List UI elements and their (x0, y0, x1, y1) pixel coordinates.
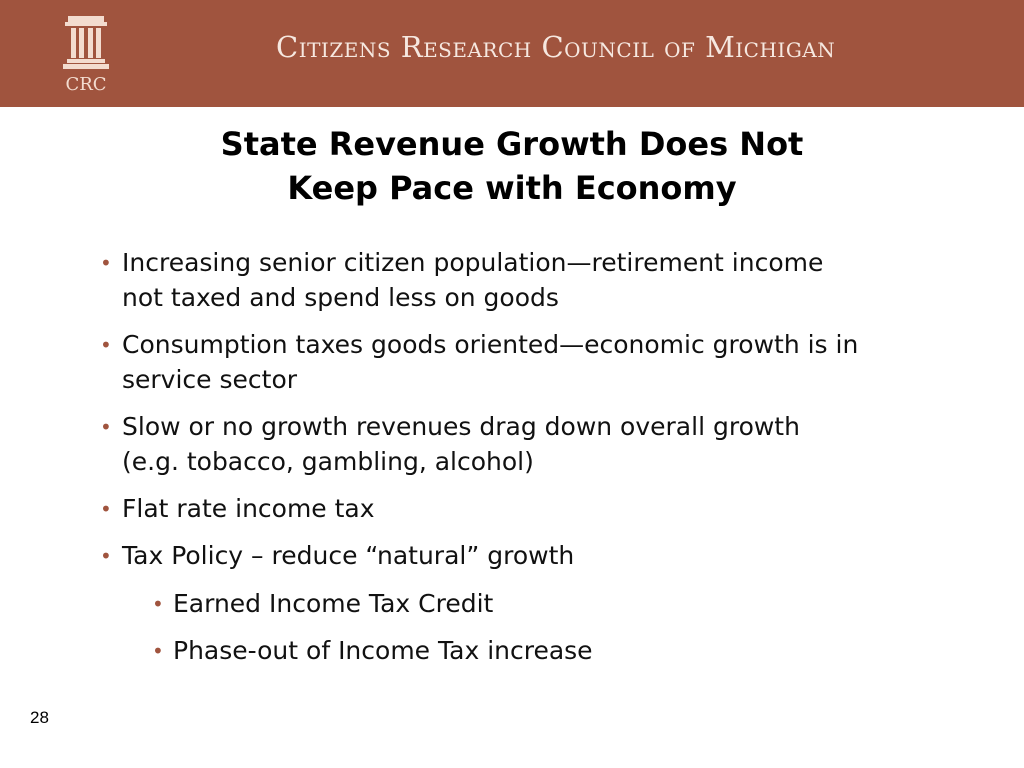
bullet-4-line-1: Flat rate income tax (122, 494, 375, 523)
bullet-dot: • (100, 415, 112, 439)
sub-bullet-dot: • (152, 592, 164, 616)
crc-logo: CRC (57, 12, 115, 100)
sub-bullet-2: Phase-out of Income Tax increase (173, 636, 593, 665)
bullet-dot: • (100, 544, 112, 568)
title-line-1: State Revenue Growth Does Not (220, 125, 804, 163)
column-building-icon (63, 16, 109, 69)
title-line-2: Keep Pace with Economy (287, 169, 737, 207)
bullet-5-line-1: Tax Policy – reduce “natural” growth (122, 541, 575, 570)
bullet-3-line-2: (e.g. tobacco, gambling, alcohol) (122, 447, 534, 476)
bullet-2-line-1: Consumption taxes goods oriented—economi… (122, 330, 859, 359)
organization-name: Citizens Research Council of Michigan (276, 30, 836, 64)
bullet-dot: • (100, 251, 112, 275)
header-banner: CRC Citizens Research Council of Michiga… (0, 0, 1024, 107)
bullet-dot: • (100, 333, 112, 357)
sub-bullet-1: Earned Income Tax Credit (173, 589, 494, 618)
bullet-3-line-1: Slow or no growth revenues drag down ove… (122, 412, 800, 441)
slide-title: State Revenue Growth Does Not Keep Pace … (0, 122, 1024, 210)
logo-text: CRC (65, 74, 107, 95)
sub-bullet-dot: • (152, 639, 164, 663)
bullet-1-line-1: Increasing senior citizen population—ret… (122, 248, 824, 277)
page-number: 28 (30, 708, 49, 727)
bullet-2-line-2: service sector (122, 365, 298, 394)
bullet-dot: • (100, 497, 112, 521)
bullet-1-line-2: not taxed and spend less on goods (122, 283, 559, 312)
